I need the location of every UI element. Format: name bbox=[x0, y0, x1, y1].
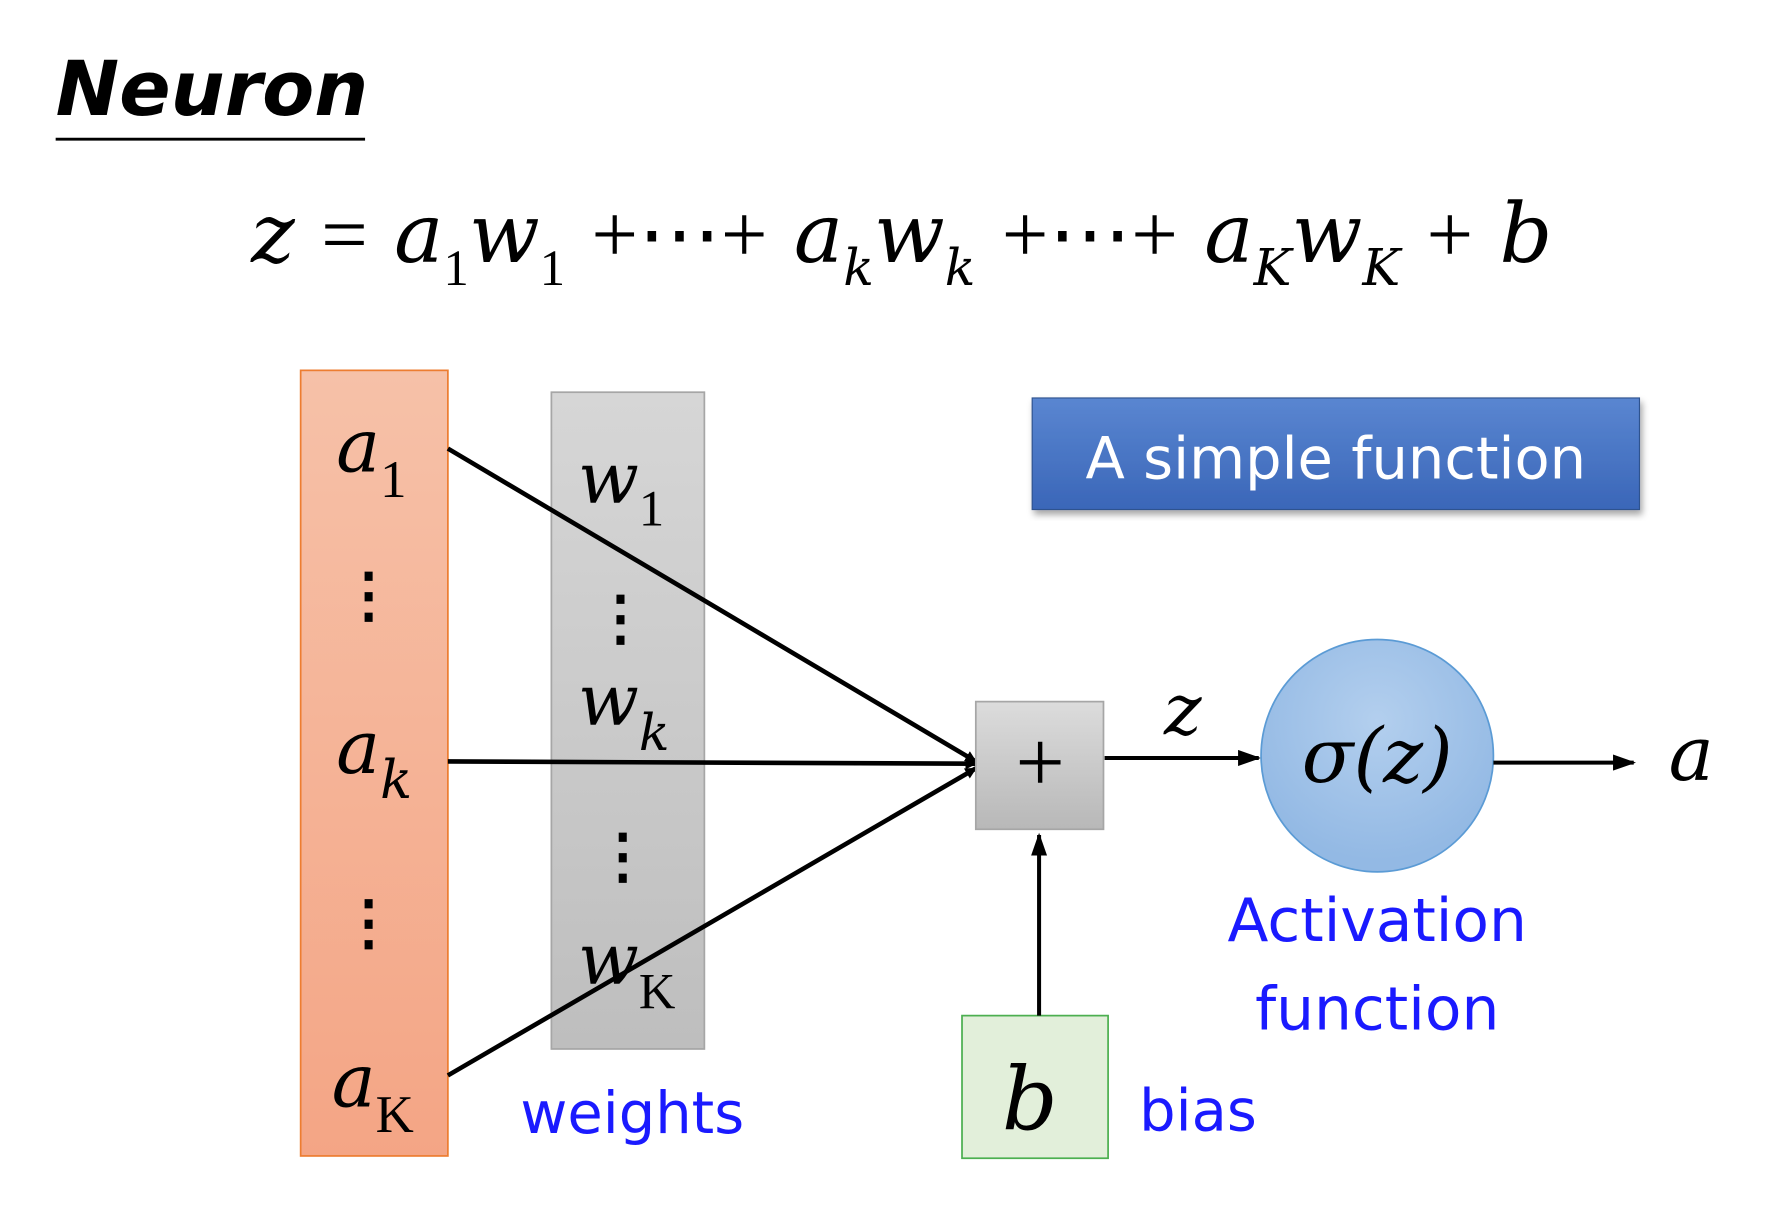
input-aK: aK bbox=[332, 1039, 414, 1143]
weights-label: weights bbox=[520, 1080, 744, 1147]
bias-label: bias bbox=[1139, 1078, 1257, 1145]
weight-dots-1: ⋮ bbox=[591, 585, 651, 651]
activation-formula: σ(z) bbox=[1302, 712, 1453, 800]
edge-aK-sum bbox=[446, 766, 977, 1078]
eq-wk-sub: k bbox=[945, 238, 976, 297]
input-dots-1: ⋮ bbox=[339, 562, 399, 628]
activation-label-line1: Activation bbox=[1228, 886, 1527, 956]
eq-ak: a bbox=[794, 185, 843, 282]
bias-node bbox=[961, 1014, 1109, 1160]
eq-wk: w bbox=[874, 185, 945, 282]
weight-dots-2: ⋮ bbox=[593, 823, 653, 889]
activation-node bbox=[1260, 638, 1495, 873]
sum-node bbox=[974, 700, 1105, 831]
eq-equals: = bbox=[321, 188, 368, 280]
equation: z = a1w1 +⋯+ akwk +⋯+ aKwK + b bbox=[250, 185, 1552, 305]
input-dots-2: ⋮ bbox=[339, 890, 399, 956]
weight-wK: wK bbox=[578, 917, 676, 1019]
input-a1: a1 bbox=[336, 405, 406, 509]
callout-text: A simple function bbox=[1086, 425, 1587, 492]
z-label: z bbox=[1163, 668, 1202, 751]
edge-a1-sum bbox=[446, 446, 977, 764]
eq-lhs: z bbox=[250, 185, 296, 282]
eq-b: b bbox=[1500, 185, 1553, 282]
eq-op: +⋯+ bbox=[1002, 188, 1178, 280]
callout-box bbox=[1031, 397, 1641, 511]
eq-ak-sub: k bbox=[843, 238, 874, 297]
eq-w1: w bbox=[469, 185, 540, 282]
edge-ak-sum bbox=[447, 757, 977, 770]
sum-symbol: + bbox=[1016, 713, 1065, 810]
eq-wK: w bbox=[1291, 185, 1362, 282]
eq-a1: a bbox=[394, 185, 443, 282]
eq-w1-sub: 1 bbox=[540, 240, 565, 296]
input-ak: ak bbox=[336, 706, 412, 811]
eq-aK: a bbox=[1204, 185, 1253, 282]
weight-w1: w1 bbox=[578, 437, 664, 537]
eq-a1-sub: 1 bbox=[444, 240, 469, 296]
eq-aK-sub: K bbox=[1253, 238, 1295, 297]
page-title: Neuron bbox=[56, 45, 369, 133]
input-column bbox=[299, 369, 449, 1157]
eq-op: +⋯+ bbox=[591, 188, 767, 280]
eq-wK-sub: K bbox=[1361, 238, 1403, 297]
output-a: a bbox=[1669, 710, 1714, 798]
bias-symbol: b bbox=[1002, 1048, 1058, 1150]
activation-label-line2: function bbox=[1255, 974, 1499, 1044]
eq-op: + bbox=[1427, 188, 1474, 280]
weight-wk: wk bbox=[578, 659, 670, 762]
